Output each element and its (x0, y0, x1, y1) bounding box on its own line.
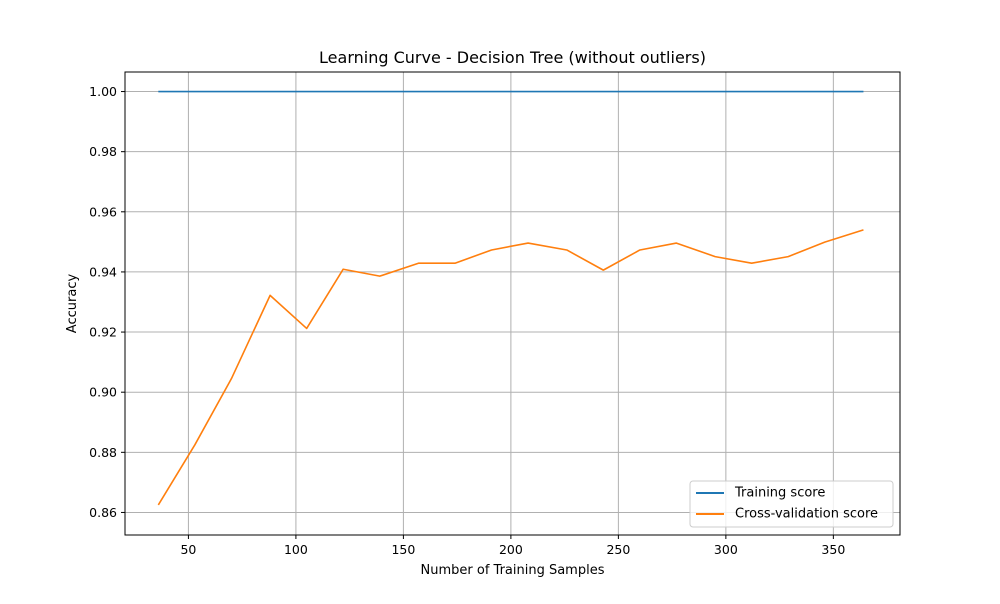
legend-box (689, 480, 894, 528)
chart-title: Learning Curve - Decision Tree (without … (319, 48, 706, 67)
legend: Training score Cross-validation score (689, 480, 894, 528)
legend-label-training: Training score (734, 486, 825, 501)
legend-label-cross-validation: Cross-validation score (735, 507, 878, 522)
y-tick-label: 0.94 (89, 264, 117, 279)
x-tick-label: 50 (180, 542, 196, 557)
y-tick-label: 0.92 (89, 325, 117, 340)
y-tick-label: 0.90 (89, 385, 117, 400)
y-tick-label: 0.86 (89, 505, 117, 520)
y-tick-label: 0.96 (89, 204, 117, 219)
y-tick-label: 1.00 (89, 84, 117, 99)
y-tick-label: 0.88 (89, 445, 117, 460)
plot-area-frame (124, 71, 901, 536)
x-tick-label: 300 (714, 542, 738, 557)
y-tick-label: 0.98 (89, 144, 117, 159)
y-axis-label: Accuracy (65, 274, 80, 334)
x-axis-label: Number of Training Samples (421, 563, 605, 578)
cross-validation-score-line (157, 229, 864, 506)
x-tick-label: 350 (821, 542, 845, 557)
x-tick-label: 100 (284, 542, 308, 557)
series-lines (157, 90, 864, 506)
x-tick-label: 200 (499, 542, 523, 557)
axis-ticks: 50 100 150 200 250 300 350 0.86 0.88 0.90 0.92 0.94… (89, 84, 845, 557)
x-tick-label: 150 (391, 542, 415, 557)
x-tick-label: 250 (606, 542, 630, 557)
